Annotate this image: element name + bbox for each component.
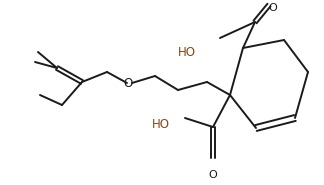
Text: HO: HO — [152, 119, 170, 132]
Text: HO: HO — [178, 46, 196, 58]
Text: O: O — [123, 77, 133, 90]
Text: O: O — [209, 170, 217, 180]
Text: O: O — [269, 3, 277, 13]
